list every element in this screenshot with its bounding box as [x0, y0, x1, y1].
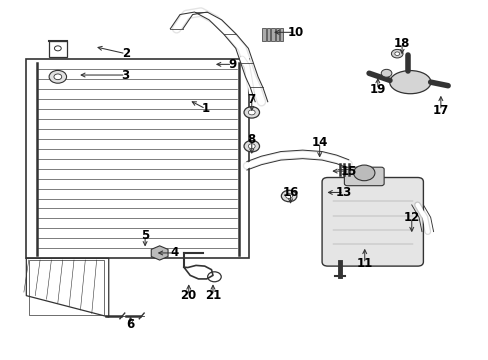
Text: 10: 10	[286, 26, 303, 39]
Bar	[26, 59, 249, 258]
Text: 6: 6	[126, 318, 134, 330]
Bar	[275, 28, 278, 41]
Circle shape	[248, 110, 255, 115]
Text: 16: 16	[282, 186, 298, 199]
Text: 13: 13	[335, 186, 351, 199]
FancyBboxPatch shape	[344, 167, 384, 186]
Text: 4: 4	[170, 247, 178, 260]
Text: 14: 14	[311, 136, 327, 149]
Text: 3: 3	[122, 68, 129, 81]
Circle shape	[54, 74, 61, 80]
Circle shape	[49, 71, 66, 83]
Text: 19: 19	[369, 83, 385, 96]
Bar	[266, 28, 270, 41]
Text: 20: 20	[180, 289, 197, 302]
Circle shape	[381, 69, 391, 77]
Circle shape	[244, 107, 259, 118]
FancyBboxPatch shape	[322, 177, 423, 266]
Text: 15: 15	[340, 165, 356, 177]
Text: 7: 7	[247, 94, 255, 107]
Circle shape	[281, 190, 296, 202]
Text: 17: 17	[432, 104, 448, 117]
Bar	[49, 41, 66, 57]
Bar	[271, 28, 274, 41]
Circle shape	[244, 140, 259, 152]
Text: 8: 8	[247, 132, 255, 145]
Text: 1: 1	[201, 102, 209, 115]
Text: 5: 5	[141, 229, 149, 242]
Text: 18: 18	[393, 36, 409, 50]
Bar	[262, 28, 265, 41]
Circle shape	[353, 165, 374, 181]
Text: 11: 11	[356, 257, 372, 270]
Text: 2: 2	[122, 47, 129, 60]
Bar	[279, 28, 283, 41]
Circle shape	[390, 49, 402, 58]
Circle shape	[285, 194, 292, 198]
Text: 12: 12	[403, 211, 419, 224]
Ellipse shape	[389, 71, 430, 94]
Text: 21: 21	[204, 289, 221, 302]
Text: 9: 9	[228, 58, 236, 71]
Bar	[29, 260, 103, 315]
Circle shape	[248, 144, 255, 149]
Circle shape	[394, 52, 399, 55]
